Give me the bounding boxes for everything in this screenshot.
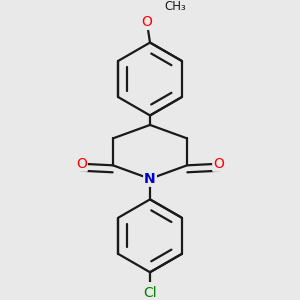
Text: O: O xyxy=(76,157,87,171)
Text: CH₃: CH₃ xyxy=(164,0,186,13)
Text: O: O xyxy=(141,15,152,29)
Text: N: N xyxy=(144,172,156,186)
Text: Cl: Cl xyxy=(143,286,157,300)
Text: O: O xyxy=(213,157,224,171)
